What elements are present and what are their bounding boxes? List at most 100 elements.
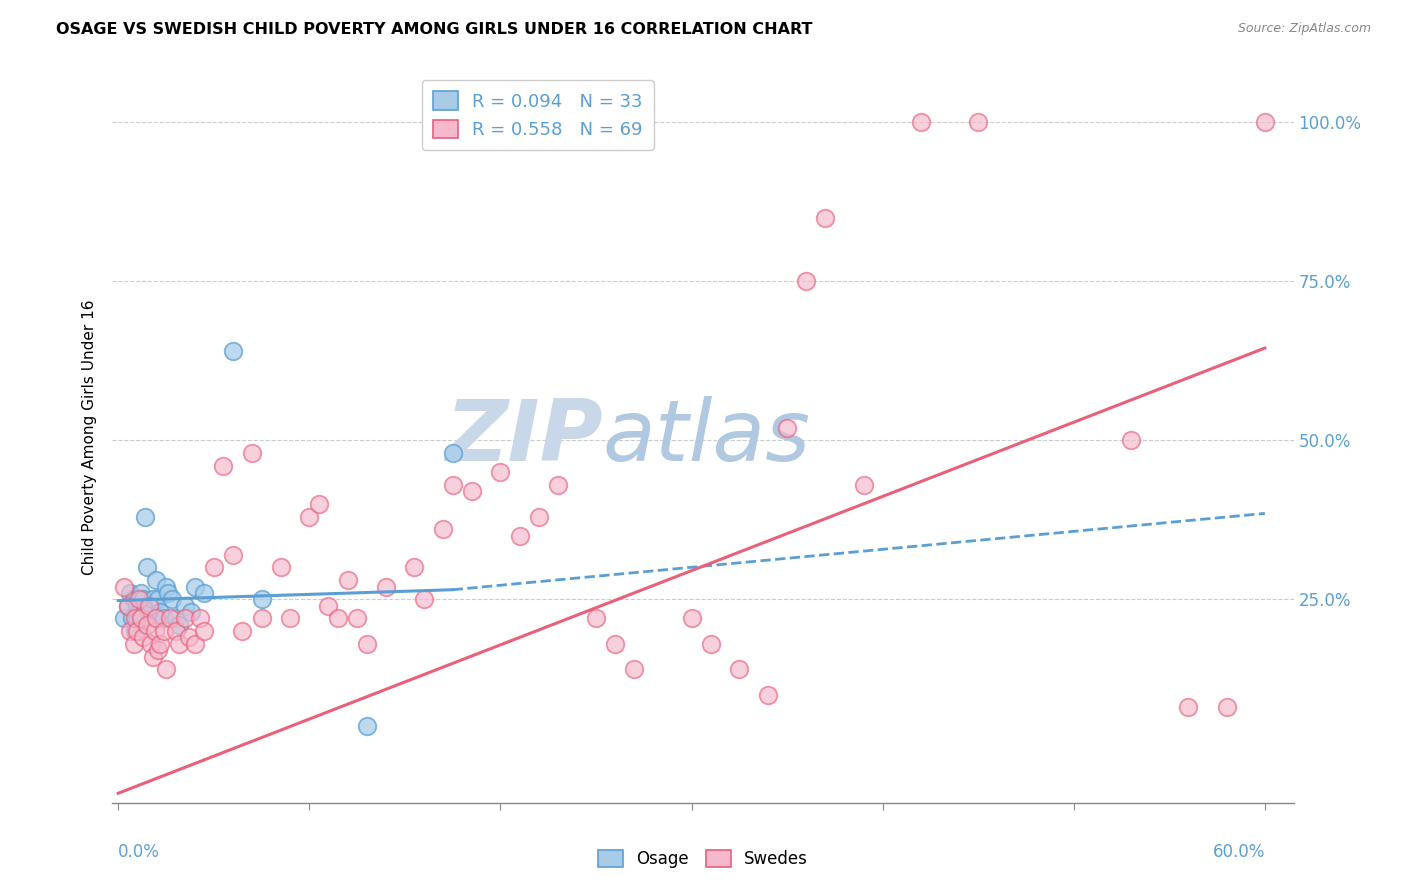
Point bbox=[139, 599, 162, 613]
Point bbox=[432, 522, 454, 536]
Point bbox=[153, 611, 176, 625]
Point bbox=[776, 420, 799, 434]
Point bbox=[270, 560, 292, 574]
Point bbox=[585, 611, 607, 625]
Point bbox=[127, 624, 149, 638]
Point bbox=[174, 611, 197, 625]
Point bbox=[318, 599, 340, 613]
Point bbox=[222, 344, 245, 359]
Point bbox=[728, 662, 751, 676]
Point bbox=[132, 592, 155, 607]
Point bbox=[603, 637, 626, 651]
Point bbox=[212, 458, 235, 473]
Text: 0.0%: 0.0% bbox=[118, 843, 160, 861]
Point bbox=[336, 573, 359, 587]
Point bbox=[509, 529, 531, 543]
Point bbox=[148, 643, 170, 657]
Point bbox=[174, 599, 197, 613]
Point bbox=[145, 573, 167, 587]
Point bbox=[1215, 700, 1237, 714]
Point bbox=[155, 662, 177, 676]
Point bbox=[112, 611, 135, 625]
Point bbox=[183, 580, 205, 594]
Point bbox=[623, 662, 645, 676]
Point bbox=[139, 637, 162, 651]
Point bbox=[142, 649, 165, 664]
Point bbox=[298, 509, 321, 524]
Point bbox=[169, 617, 191, 632]
Point bbox=[413, 592, 436, 607]
Point bbox=[153, 624, 176, 638]
Point bbox=[127, 599, 149, 613]
Point bbox=[202, 560, 225, 574]
Point bbox=[910, 115, 932, 129]
Point bbox=[240, 446, 263, 460]
Point bbox=[127, 611, 149, 625]
Point bbox=[180, 605, 202, 619]
Point bbox=[967, 115, 990, 129]
Point bbox=[681, 611, 703, 625]
Point bbox=[441, 477, 464, 491]
Point bbox=[124, 611, 146, 625]
Point bbox=[118, 624, 141, 638]
Point bbox=[142, 592, 165, 607]
Point bbox=[404, 560, 426, 574]
Point bbox=[852, 477, 875, 491]
Point bbox=[1177, 700, 1199, 714]
Point bbox=[699, 637, 721, 651]
Point bbox=[278, 611, 301, 625]
Point bbox=[346, 611, 368, 625]
Point bbox=[122, 637, 145, 651]
Point bbox=[441, 446, 464, 460]
Point bbox=[222, 548, 245, 562]
Text: ZIP: ZIP bbox=[444, 395, 603, 479]
Legend: Osage, Swedes: Osage, Swedes bbox=[592, 844, 814, 875]
Point bbox=[155, 580, 177, 594]
Point bbox=[1254, 115, 1277, 129]
Point bbox=[461, 484, 484, 499]
Point bbox=[160, 592, 183, 607]
Point bbox=[132, 631, 155, 645]
Point bbox=[128, 605, 150, 619]
Point bbox=[134, 509, 156, 524]
Point bbox=[121, 611, 143, 625]
Point bbox=[159, 611, 181, 625]
Point bbox=[193, 624, 215, 638]
Point bbox=[356, 637, 378, 651]
Point bbox=[165, 624, 187, 638]
Point bbox=[138, 599, 160, 613]
Point bbox=[135, 617, 157, 632]
Point bbox=[814, 211, 837, 225]
Point bbox=[118, 586, 141, 600]
Point bbox=[156, 586, 179, 600]
Point bbox=[250, 611, 273, 625]
Y-axis label: Child Poverty Among Girls Under 16: Child Poverty Among Girls Under 16 bbox=[82, 300, 97, 574]
Text: OSAGE VS SWEDISH CHILD POVERTY AMONG GIRLS UNDER 16 CORRELATION CHART: OSAGE VS SWEDISH CHILD POVERTY AMONG GIR… bbox=[56, 22, 813, 37]
Point bbox=[1119, 434, 1142, 448]
Point bbox=[183, 637, 205, 651]
Text: atlas: atlas bbox=[603, 395, 811, 479]
Point bbox=[129, 611, 152, 625]
Point bbox=[117, 599, 139, 613]
Point bbox=[122, 592, 145, 607]
Point bbox=[308, 497, 330, 511]
Point bbox=[117, 599, 139, 613]
Point bbox=[794, 274, 817, 288]
Point bbox=[138, 605, 160, 619]
Point bbox=[190, 611, 212, 625]
Point bbox=[374, 580, 396, 594]
Point bbox=[169, 637, 191, 651]
Point bbox=[547, 477, 569, 491]
Point bbox=[128, 592, 150, 607]
Point bbox=[149, 637, 172, 651]
Point bbox=[756, 688, 779, 702]
Point bbox=[250, 592, 273, 607]
Point bbox=[356, 719, 378, 733]
Point bbox=[231, 624, 253, 638]
Point bbox=[145, 611, 167, 625]
Point bbox=[112, 580, 135, 594]
Point bbox=[193, 586, 215, 600]
Point bbox=[148, 592, 170, 607]
Point bbox=[135, 560, 157, 574]
Text: Source: ZipAtlas.com: Source: ZipAtlas.com bbox=[1237, 22, 1371, 36]
